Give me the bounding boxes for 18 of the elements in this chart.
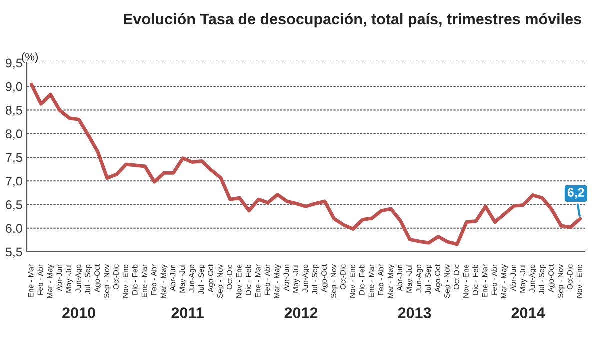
y-axis-title: (%): [22, 52, 38, 63]
y-tick-label: 7,0: [6, 176, 22, 188]
data-label: 6,2: [568, 188, 584, 199]
y-tick-label: 6,5: [6, 200, 22, 211]
y-tick-label: 9,0: [6, 82, 22, 93]
text: 2010: [62, 308, 96, 318]
y-tick-label: 5,5: [6, 248, 22, 258]
y-tick-label: 9,5: [6, 58, 22, 70]
y-tick-label: 6,0: [6, 224, 22, 235]
chart-title: Evolución Tasa de desocupación, total país, trimestres móviles: [124, 13, 582, 28]
y-tick-label: 8,0: [6, 130, 22, 140]
line-series: [30, 83, 582, 246]
text: 2013: [398, 308, 432, 318]
text: 2014: [512, 308, 546, 318]
y-tick-label: 8,5: [6, 106, 22, 116]
y-tick-label: 7,5: [6, 153, 22, 164]
text: 2012: [284, 308, 318, 318]
text: 2011: [172, 308, 204, 318]
